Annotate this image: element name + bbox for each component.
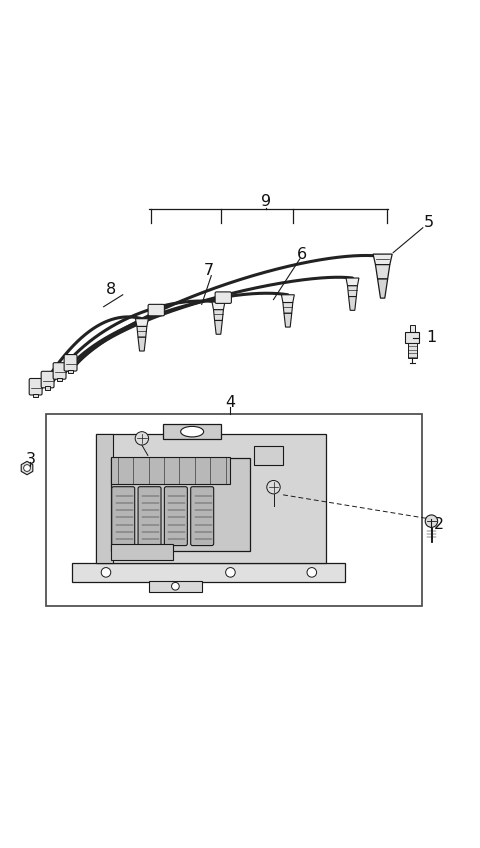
Text: 6: 6	[297, 247, 307, 261]
FancyBboxPatch shape	[53, 363, 66, 379]
Polygon shape	[215, 321, 222, 334]
Circle shape	[267, 481, 280, 494]
Circle shape	[135, 432, 149, 445]
FancyBboxPatch shape	[45, 387, 50, 390]
Polygon shape	[111, 544, 173, 561]
FancyBboxPatch shape	[33, 393, 38, 397]
Polygon shape	[284, 313, 292, 327]
FancyBboxPatch shape	[112, 487, 135, 545]
Circle shape	[101, 567, 111, 577]
FancyBboxPatch shape	[68, 370, 73, 373]
Text: 4: 4	[226, 395, 236, 410]
Polygon shape	[111, 458, 250, 551]
Polygon shape	[214, 310, 223, 321]
Polygon shape	[163, 424, 221, 439]
FancyBboxPatch shape	[409, 326, 415, 335]
FancyBboxPatch shape	[41, 371, 54, 388]
FancyBboxPatch shape	[64, 354, 77, 371]
Text: 2: 2	[433, 517, 444, 532]
Polygon shape	[348, 297, 356, 310]
Polygon shape	[348, 286, 358, 297]
FancyBboxPatch shape	[46, 415, 422, 605]
FancyBboxPatch shape	[57, 377, 62, 382]
Polygon shape	[96, 433, 326, 563]
Polygon shape	[149, 581, 202, 592]
Polygon shape	[72, 563, 345, 582]
FancyBboxPatch shape	[148, 304, 164, 315]
Polygon shape	[96, 433, 113, 563]
Polygon shape	[378, 279, 388, 298]
FancyBboxPatch shape	[406, 332, 419, 343]
Polygon shape	[373, 254, 392, 265]
Polygon shape	[111, 456, 230, 484]
Polygon shape	[21, 461, 33, 475]
Polygon shape	[346, 278, 359, 286]
Circle shape	[24, 465, 30, 471]
Polygon shape	[375, 265, 390, 279]
FancyBboxPatch shape	[29, 378, 42, 395]
Polygon shape	[254, 445, 283, 465]
Text: 7: 7	[204, 264, 214, 278]
Polygon shape	[212, 302, 225, 310]
Circle shape	[425, 515, 438, 527]
Circle shape	[226, 567, 235, 577]
Circle shape	[171, 583, 179, 590]
FancyBboxPatch shape	[215, 292, 231, 304]
FancyBboxPatch shape	[408, 343, 417, 359]
Polygon shape	[137, 326, 147, 338]
Polygon shape	[281, 295, 294, 303]
Polygon shape	[138, 338, 146, 351]
Text: 3: 3	[25, 452, 36, 467]
FancyBboxPatch shape	[164, 487, 187, 545]
Polygon shape	[283, 303, 293, 313]
Polygon shape	[431, 527, 432, 542]
FancyBboxPatch shape	[138, 487, 161, 545]
Ellipse shape	[180, 427, 204, 437]
Text: 9: 9	[261, 194, 271, 209]
Text: 8: 8	[106, 282, 116, 298]
Circle shape	[307, 567, 317, 577]
FancyBboxPatch shape	[191, 487, 214, 545]
Polygon shape	[135, 319, 148, 326]
Text: 1: 1	[426, 331, 437, 345]
Text: 5: 5	[424, 215, 434, 231]
